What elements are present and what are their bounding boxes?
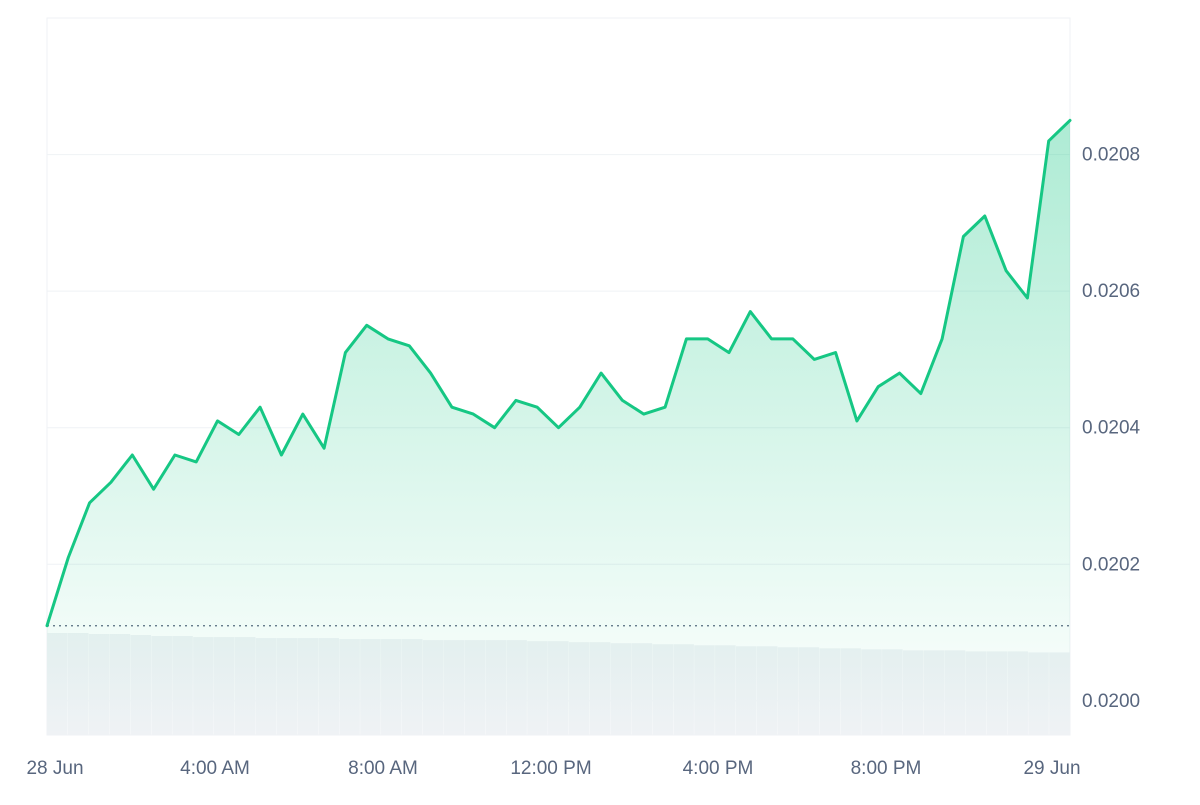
y-tick-label: 0.0208	[1082, 145, 1140, 166]
y-tick-label: 0.0202	[1082, 554, 1140, 575]
x-tick-label: 28 Jun	[26, 758, 83, 779]
y-tick-label: 0.0206	[1082, 281, 1140, 302]
x-tick-label: 12:00 PM	[510, 758, 591, 779]
x-tick-label: 4:00 PM	[683, 758, 754, 779]
x-tick-label: 8:00 PM	[851, 758, 922, 779]
x-tick-label: 29 Jun	[1023, 758, 1080, 779]
x-tick-label: 4:00 AM	[180, 758, 250, 779]
y-tick-label: 0.0200	[1082, 691, 1140, 712]
x-tick-label: 8:00 AM	[348, 758, 418, 779]
y-tick-label: 0.0204	[1082, 418, 1141, 439]
